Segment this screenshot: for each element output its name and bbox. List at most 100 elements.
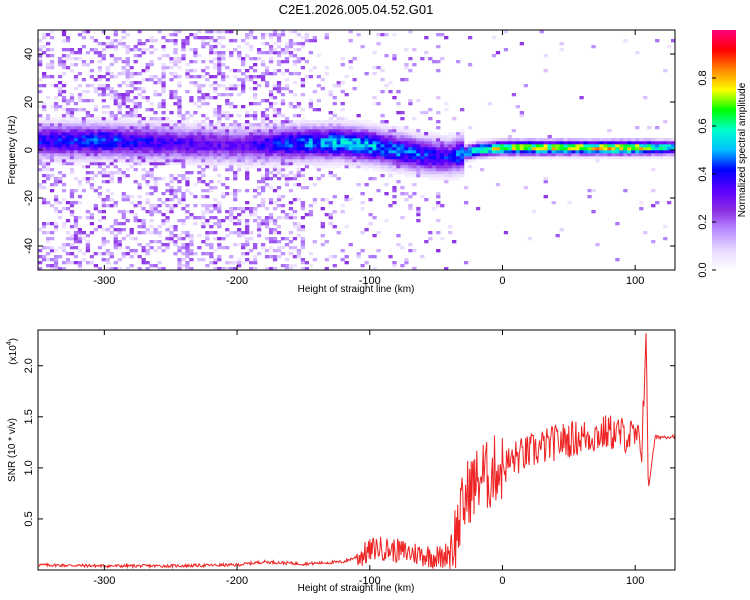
spectrogram-cell — [635, 147, 640, 151]
spectrogram-cell — [408, 243, 413, 247]
spectrogram-cell — [276, 63, 282, 67]
spectrogram-cell — [133, 123, 138, 127]
spectrogram-cell — [137, 138, 142, 142]
spectrogram-cell — [280, 30, 286, 34]
spectrogram-cell — [440, 150, 445, 154]
spectrogram-cell — [440, 165, 445, 169]
spectrogram-cell — [97, 78, 102, 82]
spectrogram-cell — [45, 264, 51, 268]
spectrogram-cell — [129, 162, 134, 166]
spectrogram-cell — [109, 129, 114, 133]
spectrogram-cell — [452, 159, 457, 163]
spectrogram-cell — [185, 117, 190, 121]
spectrogram-cell — [53, 144, 59, 148]
spectrogram-cell — [165, 54, 170, 58]
spectrogram-cell — [205, 183, 210, 187]
spectrogram-cell — [268, 102, 274, 106]
spectrogram-cell — [332, 225, 337, 229]
spectrogram-cell — [109, 255, 114, 259]
spectrogram-cell — [45, 114, 51, 118]
spectrogram-cell — [256, 159, 262, 163]
spectrogram-cell — [424, 132, 429, 136]
spectrogram-cell — [225, 123, 230, 127]
spectrogram-cell — [448, 231, 453, 235]
spectrogram-cell — [225, 138, 230, 142]
spectrogram-cell — [444, 144, 449, 148]
spectrogram-cell — [193, 138, 198, 142]
spectrogram-cell — [400, 144, 405, 148]
spectrogram-cell — [73, 141, 79, 145]
spectrogram-cell — [77, 267, 83, 271]
spectrogram-cell — [57, 105, 63, 109]
spectrogram-cell — [213, 156, 218, 160]
spectrogram-cell — [380, 129, 385, 133]
spectrogram-cell — [392, 144, 397, 148]
spectrogram-cell — [376, 231, 381, 235]
spectrogram-cell — [221, 141, 226, 145]
spectrogram-cell — [45, 165, 51, 169]
spectrogram-cell — [165, 150, 170, 154]
spectrogram-cell — [101, 210, 106, 214]
spectrogram-cell — [292, 60, 298, 64]
spectrogram-cell — [296, 168, 302, 172]
spectrogram-cell — [133, 153, 138, 157]
spectrogram-cell — [328, 222, 333, 226]
spectrogram-cell — [340, 135, 345, 139]
spectrogram-cell — [352, 159, 357, 163]
spectrogram-cell — [515, 141, 521, 145]
spectrogram-cell — [288, 144, 294, 148]
spectrogram-cell — [555, 141, 560, 145]
spectrogram-cell — [241, 261, 246, 265]
spectrogram-cell — [276, 126, 282, 130]
spectrogram-cell — [161, 126, 166, 130]
spectrogram-cell — [292, 129, 298, 133]
spectrogram-cell — [364, 144, 369, 148]
snr-y-ticks: 0.51.01.52.0 — [23, 358, 675, 527]
spectrogram-cell — [205, 204, 210, 208]
spectrogram-cell — [408, 204, 413, 208]
spectrogram-cell — [105, 165, 110, 169]
spectrogram-cell — [229, 132, 234, 136]
spectrogram-cell — [432, 162, 437, 166]
spectrogram-cell — [260, 138, 266, 142]
spectrogram-cell — [328, 165, 333, 169]
spectrogram-cell — [125, 174, 130, 178]
spectrogram-cell — [252, 114, 258, 118]
spectrogram-cell — [412, 159, 417, 163]
spectrogram-cell — [276, 246, 282, 250]
spectrogram-cell — [109, 45, 114, 49]
spectrogram-cell — [276, 204, 282, 208]
spectrogram-cell — [133, 132, 138, 136]
spectrogram-cell — [61, 99, 67, 103]
spectrogram-cell — [89, 186, 95, 190]
spectrogram-cell — [456, 159, 461, 163]
spectrogram-cell — [85, 117, 91, 121]
spectrogram-cell — [499, 138, 505, 142]
spectrogram-cell — [61, 129, 67, 133]
spectrogram-cell — [340, 129, 345, 133]
spectrogram-cell — [260, 132, 266, 136]
spectrogram-cell — [53, 267, 59, 271]
spectrogram-cell — [288, 162, 294, 166]
spectrogram-cell — [57, 87, 63, 91]
spectrogram-cell — [519, 153, 525, 157]
spectrogram-cell — [125, 153, 130, 157]
spectrogram-cell — [61, 243, 67, 247]
spectrogram-cell — [272, 237, 278, 241]
spectrogram-cell — [69, 243, 75, 247]
spectrogram-cell — [237, 156, 242, 160]
spectrogram-cell — [189, 162, 194, 166]
spectrogram-cell — [241, 246, 246, 250]
spectrogram-cell — [252, 258, 258, 262]
spectrogram-cell — [284, 129, 290, 133]
spectrogram-cell — [260, 204, 266, 208]
spectrogram-cell — [113, 90, 118, 94]
spectrogram-cell — [336, 135, 341, 139]
spectrogram-cell — [511, 150, 517, 154]
spectrogram-cell — [452, 168, 457, 172]
spectrogram-cell — [133, 48, 138, 52]
spectrogram-cell — [332, 84, 337, 88]
spectrogram-cell — [268, 132, 274, 136]
spectrogram-cell — [61, 138, 67, 142]
spectrogram-cell — [412, 129, 417, 133]
